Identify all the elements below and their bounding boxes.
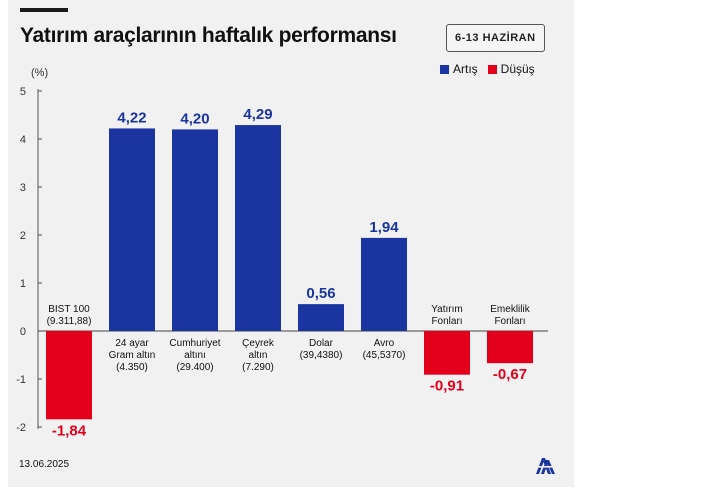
y-tick-label: -2	[16, 422, 26, 434]
y-axis-label: (%)	[31, 67, 48, 79]
category-label: (29.400)	[176, 362, 213, 373]
category-label: (39,4380)	[300, 350, 343, 361]
bar	[487, 331, 533, 364]
data-label: 4,22	[117, 109, 146, 126]
category-label: Emeklilik	[490, 304, 530, 315]
legend-label-increase: Artış	[453, 62, 478, 76]
category-label: Gram altın	[109, 350, 156, 361]
chart-card	[8, 0, 574, 487]
legend-label-decrease: Düşüş	[500, 62, 535, 76]
chart-title: Yatırım araçlarının haftalık performansı	[20, 24, 397, 47]
legend: Artış Düşüş	[440, 62, 535, 76]
y-tick-label: -1	[16, 374, 26, 386]
bar	[298, 304, 344, 331]
bar	[361, 237, 407, 331]
data-label: -1,84	[52, 422, 87, 439]
category-label: Çeyrek	[242, 338, 275, 349]
category-label: (4.350)	[116, 362, 148, 373]
bar	[109, 128, 155, 331]
category-label: altını	[184, 350, 206, 361]
y-tick-label: 5	[20, 86, 26, 98]
y-tick-label: 4	[20, 134, 26, 146]
category-label: BIST 100	[48, 304, 90, 315]
data-label: 4,20	[180, 110, 209, 127]
bar	[172, 129, 218, 331]
y-tick-label: 3	[20, 182, 26, 194]
aa-logo-icon	[535, 458, 555, 474]
category-label: (45,5370)	[363, 350, 406, 361]
legend-swatch-decrease	[487, 64, 497, 74]
y-tick-label: 2	[20, 230, 26, 242]
legend-swatch-increase	[440, 64, 449, 74]
category-label: Cumhuriyet	[169, 338, 220, 349]
publish-date: 13.06.2025	[19, 459, 70, 470]
data-label: 0,56	[306, 285, 335, 302]
y-tick-label: 0	[20, 326, 26, 338]
category-label: altın	[249, 350, 268, 361]
data-label: 1,94	[369, 219, 399, 236]
category-label: Fonları	[431, 316, 462, 327]
legend-item-decrease: Düşüş	[487, 62, 535, 76]
title-accent-bar	[20, 8, 68, 12]
category-label: (7.290)	[242, 362, 274, 373]
category-label: Fonları	[494, 316, 525, 327]
y-tick-label: 1	[20, 278, 26, 290]
bar	[235, 125, 281, 331]
legend-item-increase: Artış	[440, 62, 478, 76]
data-label: 4,29	[243, 106, 272, 123]
bar	[424, 331, 470, 375]
category-label: 24 ayar	[115, 338, 149, 349]
data-label: -0,67	[493, 366, 527, 383]
bar	[46, 331, 92, 420]
category-label: (9.311,88)	[47, 316, 92, 327]
date-range-badge: 6-13 HAZİRAN	[446, 24, 545, 52]
category-label: Dolar	[309, 338, 334, 349]
category-label: Yatırım	[431, 304, 462, 315]
category-label: Avro	[374, 338, 395, 349]
data-label: -0,91	[430, 378, 464, 395]
